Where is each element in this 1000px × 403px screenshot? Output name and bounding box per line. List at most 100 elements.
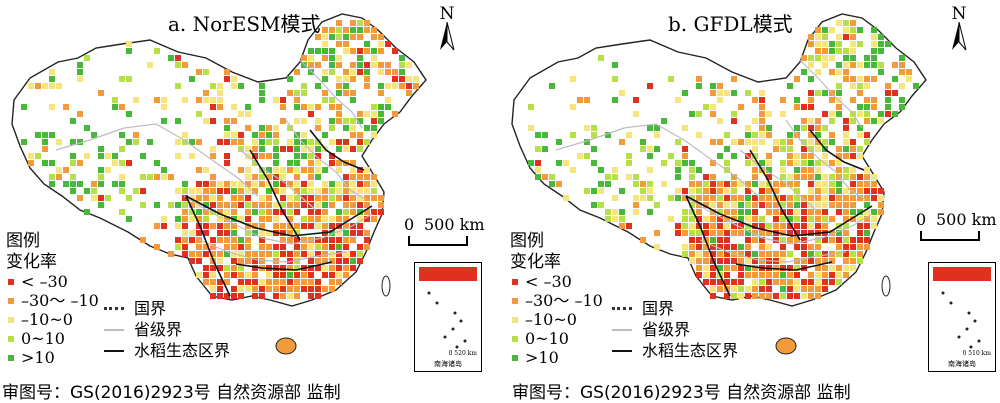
hainan-island bbox=[775, 337, 797, 355]
grid-cell bbox=[759, 251, 765, 257]
grid-cell bbox=[329, 202, 335, 208]
grid-cell bbox=[357, 202, 363, 208]
grid-cell bbox=[259, 293, 265, 299]
grid-cell bbox=[717, 265, 723, 271]
grid-cell bbox=[315, 139, 321, 145]
grid-cell bbox=[343, 209, 349, 215]
grid-cell bbox=[63, 104, 69, 110]
grid-cell bbox=[224, 153, 230, 159]
grid-cell bbox=[371, 104, 377, 110]
grid-cell bbox=[364, 174, 370, 180]
grid-cell bbox=[238, 111, 244, 117]
grid-cell bbox=[864, 132, 870, 138]
grid-cell bbox=[836, 90, 842, 96]
grid-cell bbox=[266, 286, 272, 292]
grid-cell bbox=[780, 160, 786, 166]
grid-cell bbox=[203, 216, 209, 222]
grid-cell bbox=[308, 272, 314, 278]
grid-cell bbox=[591, 188, 597, 194]
grid-cell bbox=[640, 181, 646, 187]
grid-cell bbox=[724, 216, 730, 222]
grid-cell bbox=[273, 209, 279, 215]
grid-cell bbox=[196, 230, 202, 236]
grid-cell bbox=[210, 293, 216, 299]
grid-cell bbox=[343, 258, 349, 264]
grid-cell bbox=[906, 76, 912, 82]
grid-cell bbox=[259, 279, 265, 285]
grid-cell bbox=[794, 153, 800, 159]
grid-cell bbox=[350, 27, 356, 33]
grid-cell bbox=[217, 216, 223, 222]
grid-cell bbox=[682, 146, 688, 152]
grid-cell bbox=[280, 293, 286, 299]
grid-cell bbox=[329, 223, 335, 229]
grid-cell bbox=[724, 132, 730, 138]
grid-cell bbox=[808, 153, 814, 159]
grid-cell bbox=[850, 55, 856, 61]
grid-cell bbox=[105, 195, 111, 201]
grid-cell bbox=[535, 146, 541, 152]
grid-cell bbox=[224, 251, 230, 257]
grid-cell bbox=[857, 153, 863, 159]
grid-cell bbox=[385, 104, 391, 110]
grid-cell bbox=[168, 174, 174, 180]
grid-cell bbox=[794, 195, 800, 201]
grid-cell bbox=[815, 167, 821, 173]
grid-cell bbox=[752, 146, 758, 152]
grid-cell bbox=[217, 181, 223, 187]
grid-cell bbox=[598, 167, 604, 173]
grid-cell bbox=[245, 251, 251, 257]
grid-cell bbox=[294, 167, 300, 173]
grid-cell bbox=[175, 139, 181, 145]
legend-swatch bbox=[8, 316, 14, 323]
grid-cell bbox=[850, 202, 856, 208]
grid-cell bbox=[91, 195, 97, 201]
grid-cell bbox=[766, 202, 772, 208]
grid-cell bbox=[717, 279, 723, 285]
grid-cell bbox=[210, 104, 216, 110]
grid-cell bbox=[245, 104, 251, 110]
grid-cell bbox=[570, 104, 576, 110]
grid-cell bbox=[371, 132, 377, 138]
grid-cell bbox=[252, 223, 258, 229]
grid-cell bbox=[259, 230, 265, 236]
grid-cell bbox=[35, 132, 41, 138]
grid-cell bbox=[759, 258, 765, 264]
grid-cell bbox=[717, 251, 723, 257]
grid-cell bbox=[731, 188, 737, 194]
grid-cell bbox=[308, 258, 314, 264]
grid-cell bbox=[238, 202, 244, 208]
grid-cell bbox=[273, 188, 279, 194]
grid-cell bbox=[850, 265, 856, 271]
grid-cell bbox=[343, 251, 349, 257]
grid-cell bbox=[196, 97, 202, 103]
grid-cell bbox=[864, 181, 870, 187]
grid-cell bbox=[801, 146, 807, 152]
grid-cell bbox=[301, 62, 307, 68]
line-legend-label: 国界 bbox=[642, 298, 675, 318]
grid-cell bbox=[329, 97, 335, 103]
grid-cell bbox=[759, 230, 765, 236]
grid-cell bbox=[787, 272, 793, 278]
grid-cell bbox=[577, 97, 583, 103]
grid-cell bbox=[392, 83, 398, 89]
grid-cell bbox=[773, 279, 779, 285]
grid-cell bbox=[378, 118, 384, 124]
grid-cell bbox=[371, 209, 377, 215]
grid-cell bbox=[70, 118, 76, 124]
grid-cell bbox=[696, 265, 702, 271]
grid-cell bbox=[724, 223, 730, 229]
grid-cell bbox=[294, 265, 300, 271]
grid-cell bbox=[294, 244, 300, 250]
grid-cell bbox=[336, 258, 342, 264]
grid-cell bbox=[745, 195, 751, 201]
grid-cell bbox=[598, 188, 604, 194]
grid-cell bbox=[766, 174, 772, 180]
grid-cell bbox=[759, 125, 765, 131]
grid-cell bbox=[570, 76, 576, 82]
grid-cell bbox=[357, 27, 363, 33]
province-boundary bbox=[239, 149, 317, 211]
grid-cell bbox=[357, 174, 363, 180]
island-dot bbox=[977, 339, 981, 343]
south-china-sea-inset: 0 520 km 南海诸岛 bbox=[414, 262, 482, 372]
